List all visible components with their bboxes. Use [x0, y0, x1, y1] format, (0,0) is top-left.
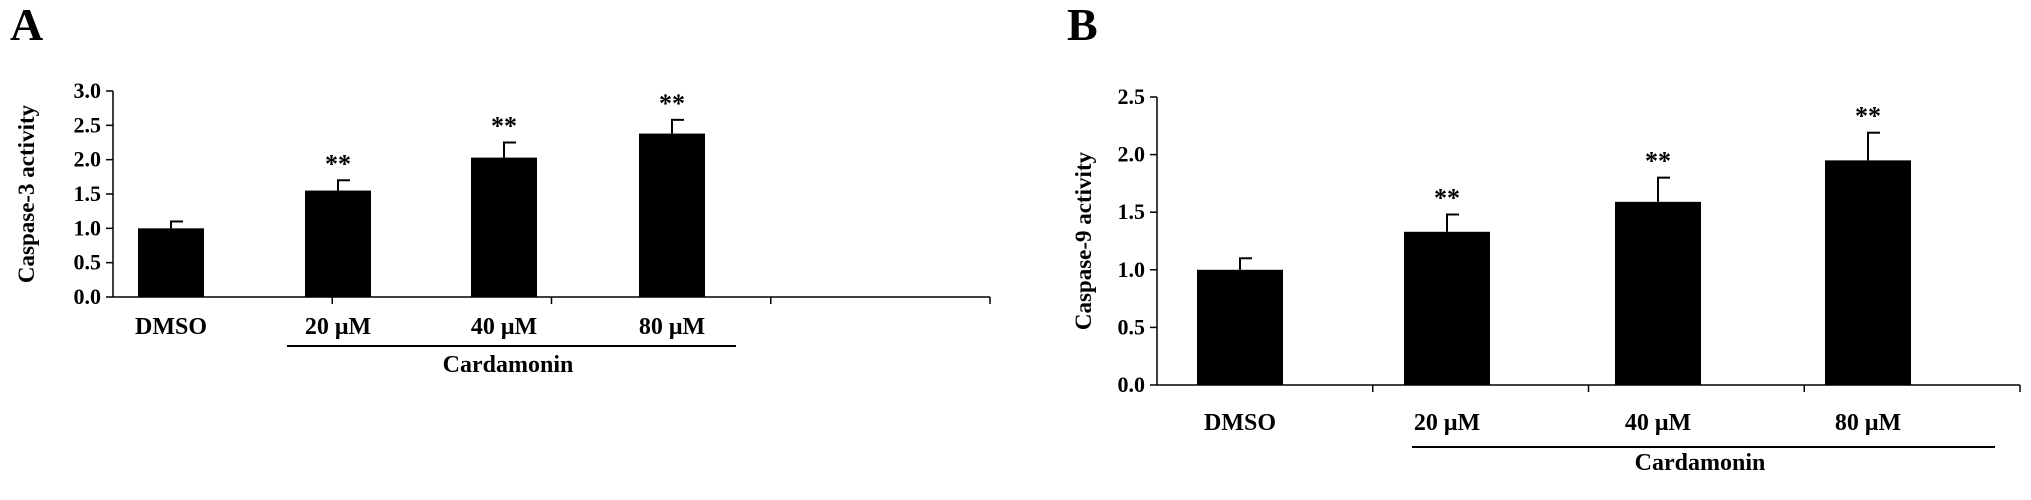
bar — [138, 228, 204, 297]
y-tick-label: 1.0 — [1118, 257, 1146, 282]
significance-label: ** — [1434, 184, 1460, 213]
category-label: 20 μM — [1414, 410, 1480, 436]
y-tick-label: 1.0 — [74, 215, 102, 240]
category-label: 40 μM — [471, 314, 537, 340]
y-tick-label: 1.5 — [74, 181, 102, 206]
significance-label: ** — [325, 149, 351, 178]
category-label: 40 μM — [1625, 410, 1691, 436]
y-tick-label: 2.5 — [1118, 84, 1146, 109]
panel-letter: B — [1067, 0, 1098, 50]
y-tick-label: 1.5 — [1118, 199, 1146, 224]
y-tick-label: 0.0 — [74, 284, 102, 309]
category-label: DMSO — [135, 314, 207, 340]
group-label: Cardamonin — [1635, 450, 1766, 476]
category-label: 80 μM — [1835, 410, 1901, 436]
panel-b: B 0.0 0.5 1.0 1.5 2.0 2.5 DMSO ** 20 μM ** 40 μM ** 8… — [1067, 0, 2021, 476]
bar — [639, 133, 705, 297]
panel-letter: A — [10, 0, 43, 50]
panel-a: A 0.0 0.5 1.0 1.5 2.0 2.5 3.0 DMSO ** 20 μM ** 40 μM… — [10, 0, 991, 378]
y-axis-title: Caspase-9 activity — [1071, 151, 1096, 330]
y-tick-label: 0.5 — [74, 250, 102, 275]
significance-label: ** — [1855, 102, 1881, 131]
bar — [1615, 201, 1701, 385]
y-tick-label: 0.0 — [1118, 372, 1146, 397]
bar — [1825, 160, 1911, 385]
y-axis-title: Caspase-3 activity — [14, 104, 39, 283]
bar — [1197, 269, 1283, 385]
category-label: 20 μM — [305, 314, 371, 340]
significance-label: ** — [659, 89, 685, 118]
bar — [1404, 231, 1490, 385]
significance-label: ** — [491, 112, 517, 141]
bar — [305, 190, 371, 297]
category-label: DMSO — [1204, 410, 1276, 436]
y-tick-label: 3.0 — [74, 78, 102, 103]
y-tick-label: 2.0 — [74, 147, 102, 172]
y-tick-label: 2.5 — [74, 112, 102, 137]
y-tick-label: 0.5 — [1118, 314, 1146, 339]
bar — [471, 157, 537, 297]
category-label: 80 μM — [639, 314, 705, 340]
group-label: Cardamonin — [443, 352, 574, 378]
y-tick-label: 2.0 — [1118, 142, 1146, 167]
significance-label: ** — [1645, 147, 1671, 176]
